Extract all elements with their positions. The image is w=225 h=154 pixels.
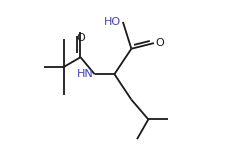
Text: HO: HO <box>104 17 121 27</box>
Text: O: O <box>76 33 85 43</box>
Text: O: O <box>155 38 164 48</box>
Text: HN: HN <box>77 69 94 79</box>
